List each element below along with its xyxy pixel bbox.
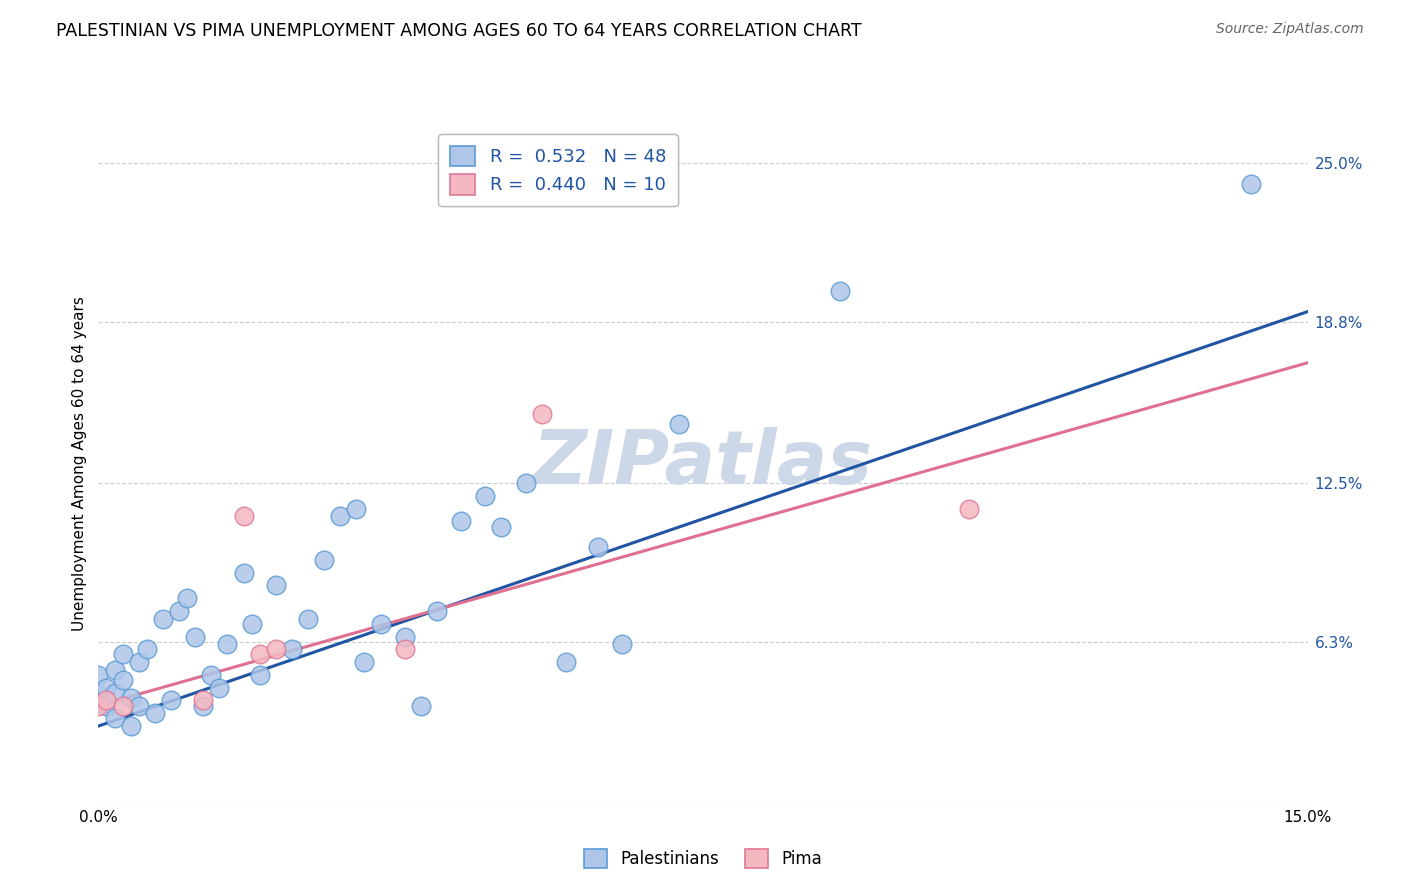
- Text: PALESTINIAN VS PIMA UNEMPLOYMENT AMONG AGES 60 TO 64 YEARS CORRELATION CHART: PALESTINIAN VS PIMA UNEMPLOYMENT AMONG A…: [56, 22, 862, 40]
- Point: [314, 553, 336, 567]
- Point: [668, 417, 690, 432]
- Point: [409, 698, 432, 713]
- Point: [193, 698, 215, 713]
- Point: [426, 604, 449, 618]
- Point: [96, 698, 118, 713]
- Point: [120, 690, 142, 705]
- Point: [135, 642, 157, 657]
- Point: [957, 501, 980, 516]
- Point: [128, 655, 150, 669]
- Point: [249, 648, 271, 662]
- Point: [586, 540, 609, 554]
- Point: [96, 693, 118, 707]
- Point: [87, 689, 110, 703]
- Text: ZIPatlas: ZIPatlas: [533, 427, 873, 500]
- Point: [176, 591, 198, 606]
- Point: [87, 668, 110, 682]
- Point: [111, 673, 134, 687]
- Legend: Palestinians, Pima: Palestinians, Pima: [578, 842, 828, 875]
- Point: [167, 604, 190, 618]
- Point: [208, 681, 231, 695]
- Text: Source: ZipAtlas.com: Source: ZipAtlas.com: [1216, 22, 1364, 37]
- Point: [344, 501, 367, 516]
- Point: [96, 681, 118, 695]
- Point: [555, 655, 578, 669]
- Point: [193, 693, 215, 707]
- Point: [111, 648, 134, 662]
- Point: [353, 655, 375, 669]
- Point: [240, 616, 263, 631]
- Point: [103, 711, 125, 725]
- Point: [828, 284, 851, 298]
- Point: [297, 612, 319, 626]
- Point: [474, 489, 496, 503]
- Point: [232, 509, 254, 524]
- Point: [200, 668, 222, 682]
- Point: [249, 668, 271, 682]
- Point: [515, 476, 537, 491]
- Point: [184, 630, 207, 644]
- Point: [264, 578, 287, 592]
- Point: [329, 509, 352, 524]
- Point: [370, 616, 392, 631]
- Point: [103, 686, 125, 700]
- Point: [1240, 177, 1263, 191]
- Point: [612, 637, 634, 651]
- Y-axis label: Unemployment Among Ages 60 to 64 years: Unemployment Among Ages 60 to 64 years: [72, 296, 87, 632]
- Point: [128, 698, 150, 713]
- Point: [530, 407, 553, 421]
- Point: [281, 642, 304, 657]
- Point: [160, 693, 183, 707]
- Point: [152, 612, 174, 626]
- Point: [232, 566, 254, 580]
- Point: [264, 642, 287, 657]
- Point: [103, 663, 125, 677]
- Point: [87, 698, 110, 713]
- Legend: R =  0.532   N = 48, R =  0.440   N = 10: R = 0.532 N = 48, R = 0.440 N = 10: [439, 134, 678, 206]
- Point: [394, 630, 416, 644]
- Point: [111, 698, 134, 713]
- Point: [143, 706, 166, 721]
- Point: [120, 719, 142, 733]
- Point: [217, 637, 239, 651]
- Point: [394, 642, 416, 657]
- Point: [491, 519, 513, 533]
- Point: [450, 515, 472, 529]
